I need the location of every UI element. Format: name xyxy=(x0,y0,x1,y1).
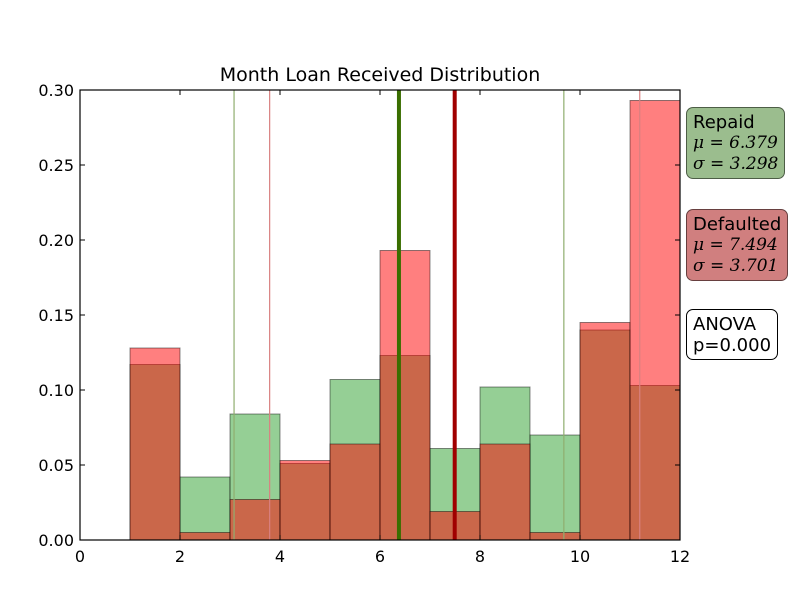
defaulted-bar-9 xyxy=(529,532,581,541)
repaid-mean: μ = 6.379 xyxy=(693,133,778,153)
anova-box: ANOVA p=0.000 xyxy=(686,309,779,360)
y-tick-label-0.10: 0.10 xyxy=(38,381,74,400)
defaulted-bar-10 xyxy=(579,322,631,541)
defaulted-stats-box: Defaulted μ = 7.494 σ = 3.701 xyxy=(686,209,789,281)
anova-p-value: p=0.000 xyxy=(693,335,772,356)
defaulted-bar-3 xyxy=(229,499,281,541)
repaid-label: Repaid xyxy=(693,112,755,133)
repaid-sd: σ = 3.298 xyxy=(693,154,779,174)
defaulted-label: Defaulted xyxy=(693,214,782,235)
defaulted-bar-11 xyxy=(629,100,681,541)
x-tick-label-10: 10 xyxy=(570,547,590,566)
defaulted-bar-8 xyxy=(479,443,531,541)
x-tick-label-6: 6 xyxy=(375,547,385,566)
x-tick-label-0: 0 xyxy=(75,547,85,566)
defaulted-bar-2 xyxy=(179,532,231,541)
y-tick-label-0.15: 0.15 xyxy=(38,306,74,325)
repaid-bar-2 xyxy=(179,476,231,541)
y-tick-label-0.05: 0.05 xyxy=(38,456,74,475)
x-tick-label-8: 8 xyxy=(475,547,485,566)
defaulted-bar-1 xyxy=(129,347,181,541)
y-tick-label-0.30: 0.30 xyxy=(38,81,74,100)
defaulted-mean: μ = 7.494 xyxy=(693,235,778,255)
y-tick-label-0.00: 0.00 xyxy=(38,531,74,550)
defaulted-bar-4 xyxy=(279,460,331,541)
repaid-bar-9 xyxy=(529,434,581,541)
y-tick-label-0.25: 0.25 xyxy=(38,156,74,175)
defaulted-bar-6 xyxy=(379,250,431,541)
defaulted-sd: σ = 3.701 xyxy=(693,256,779,276)
y-tick-label-0.20: 0.20 xyxy=(38,231,74,250)
x-tick-label-2: 2 xyxy=(175,547,185,566)
x-tick-label-4: 4 xyxy=(275,547,285,566)
defaulted-bar-5 xyxy=(329,443,381,541)
x-tick-label-12: 12 xyxy=(670,547,690,566)
anova-label: ANOVA xyxy=(693,314,757,335)
repaid-stats-box: Repaid μ = 6.379 σ = 3.298 xyxy=(686,107,786,179)
chart-title: Month Loan Received Distribution xyxy=(219,64,541,86)
